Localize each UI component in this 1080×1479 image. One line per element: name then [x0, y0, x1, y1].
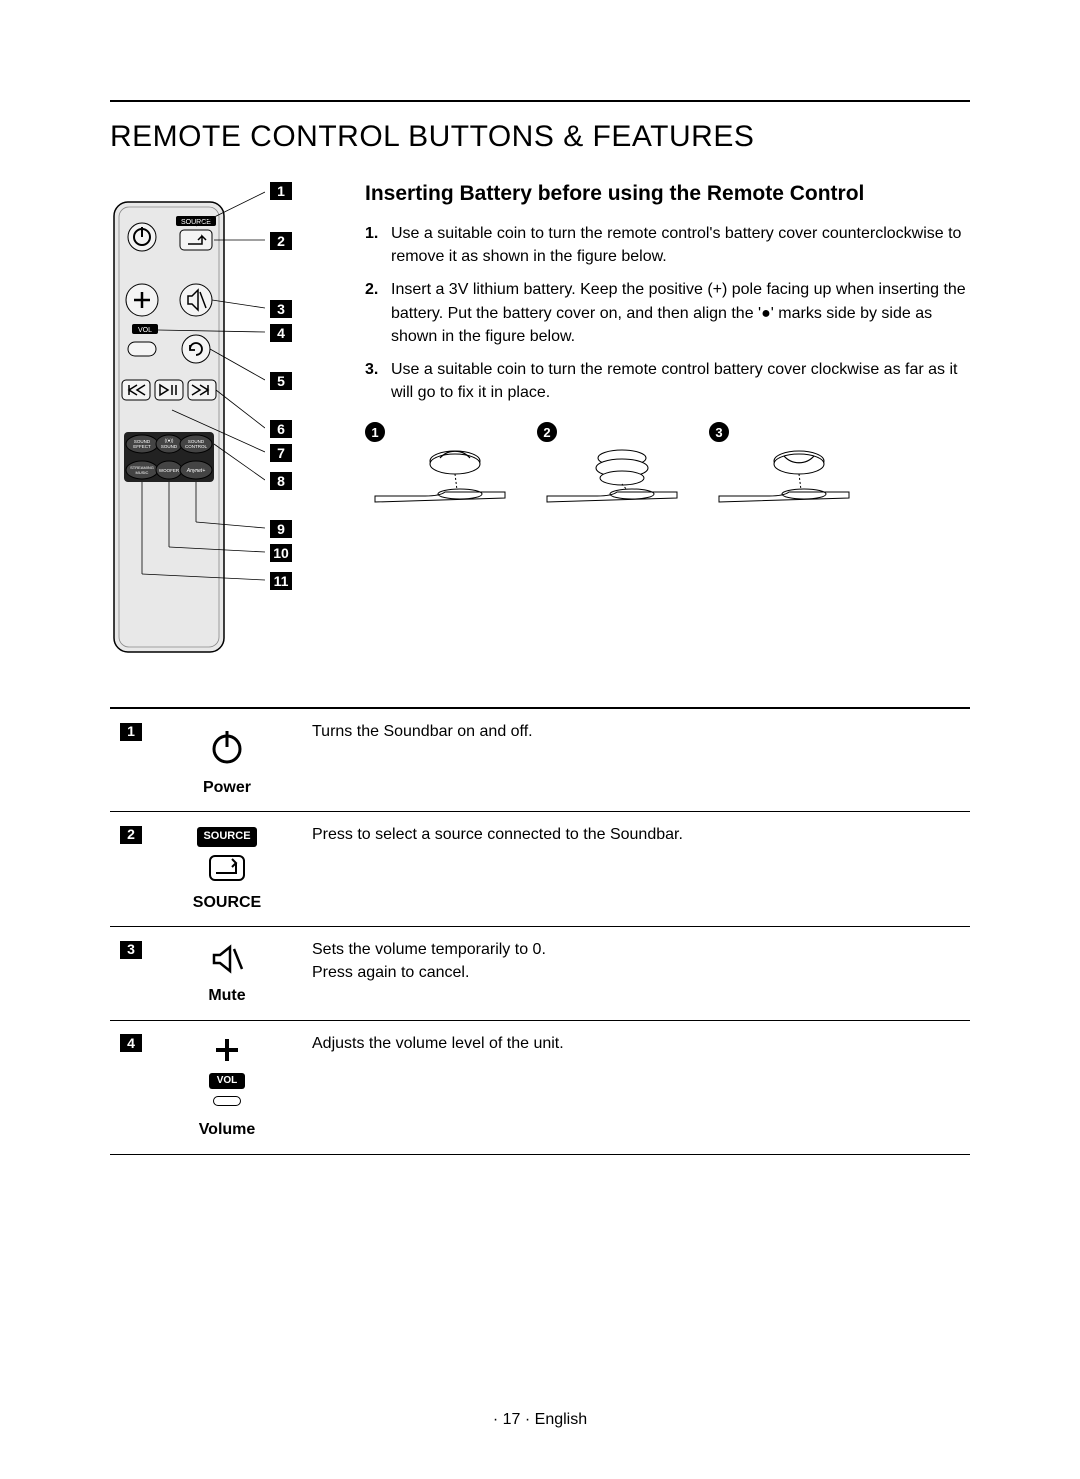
row-num-4: 4 — [120, 1034, 142, 1052]
instruction-item: Use a suitable coin to turn the remote c… — [365, 222, 970, 268]
callout-10: 10 — [270, 544, 292, 562]
battery-step-2: 2 — [537, 422, 687, 521]
table-row: 2 SOURCE SOURCE Press to select a source… — [110, 812, 970, 927]
battery-num-2: 2 — [537, 422, 557, 442]
instruction-item: Insert a 3V lithium battery. Keep the po… — [365, 278, 970, 348]
svg-text:Anynet+: Anynet+ — [186, 468, 206, 474]
mute-icon — [202, 939, 252, 979]
svg-text:SOURCE: SOURCE — [181, 219, 211, 226]
callout-6: 6 — [270, 420, 292, 438]
svg-text:EFFECT: EFFECT — [133, 444, 151, 449]
svg-text:CONTROL: CONTROL — [185, 444, 207, 449]
row-desc: Turns the Soundbar on and off. — [302, 708, 970, 812]
volume-minus-icon — [213, 1096, 241, 1106]
table-row: 1 Power Turns the Soundbar on and off. — [110, 708, 970, 812]
battery-svg-2 — [537, 446, 687, 516]
callout-2: 2 — [270, 232, 292, 250]
remote-diagram: SOURCE VOL — [110, 182, 335, 667]
remote-svg: SOURCE VOL — [110, 182, 265, 662]
callout-11: 11 — [270, 572, 292, 590]
source-pill: SOURCE — [197, 827, 256, 846]
page-language: English — [535, 1411, 587, 1428]
row-label: Volume — [162, 1119, 292, 1141]
row-num-3: 3 — [120, 941, 142, 959]
volume-plus-icon — [202, 1033, 252, 1068]
callout-4: 4 — [270, 324, 292, 342]
top-rule — [110, 100, 970, 102]
instruction-item: Use a suitable coin to turn the remote c… — [365, 358, 970, 404]
section-subtitle: Inserting Battery before using the Remot… — [365, 182, 970, 206]
instruction-list: Use a suitable coin to turn the remote c… — [365, 222, 970, 404]
source-icon — [202, 851, 252, 886]
top-section: SOURCE VOL — [110, 182, 970, 667]
page-number: 17 — [503, 1411, 521, 1428]
svg-text:MUSIC: MUSIC — [136, 470, 149, 475]
power-icon — [202, 721, 252, 771]
feature-table: 1 Power Turns the Soundbar on and off. 2… — [110, 707, 970, 1155]
row-desc: Adjusts the volume level of the unit. — [302, 1020, 970, 1154]
instructions-column: Inserting Battery before using the Remot… — [365, 182, 970, 667]
callout-5: 5 — [270, 372, 292, 390]
battery-step-3: 3 — [709, 422, 859, 521]
row-desc: Press to select a source connected to th… — [302, 812, 970, 927]
callout-9: 9 — [270, 520, 292, 538]
table-row: 3 Mute Sets the volume temporarily to 0.… — [110, 927, 970, 1020]
row-label: Power — [162, 777, 292, 799]
page-footer: · 17 · English — [0, 1411, 1080, 1429]
callout-1: 1 — [270, 182, 292, 200]
svg-text:SOUND: SOUND — [161, 444, 178, 449]
table-row: 4 VOL Volume Adjusts the volume level of… — [110, 1020, 970, 1154]
battery-svg-3 — [709, 446, 859, 516]
battery-diagram-row: 1 2 — [365, 422, 970, 521]
callout-7: 7 — [270, 444, 292, 462]
page-title: REMOTE CONTROL BUTTONS & FEATURES — [110, 120, 970, 154]
callout-8: 8 — [270, 472, 292, 490]
svg-text:((●)): ((●)) — [165, 438, 174, 443]
row-num-2: 2 — [120, 826, 142, 844]
vol-pill: VOL — [209, 1073, 246, 1089]
row-num-1: 1 — [120, 723, 142, 741]
battery-step-1: 1 — [365, 422, 515, 521]
row-label: Mute — [162, 985, 292, 1007]
battery-num-1: 1 — [365, 422, 385, 442]
svg-text:VOL: VOL — [138, 327, 152, 334]
svg-text:WOOFER: WOOFER — [159, 468, 180, 473]
battery-svg-1 — [365, 446, 515, 516]
battery-num-3: 3 — [709, 422, 729, 442]
row-desc: Sets the volume temporarily to 0. Press … — [302, 927, 970, 1020]
callout-3: 3 — [270, 300, 292, 318]
row-label: SOURCE — [162, 892, 292, 914]
